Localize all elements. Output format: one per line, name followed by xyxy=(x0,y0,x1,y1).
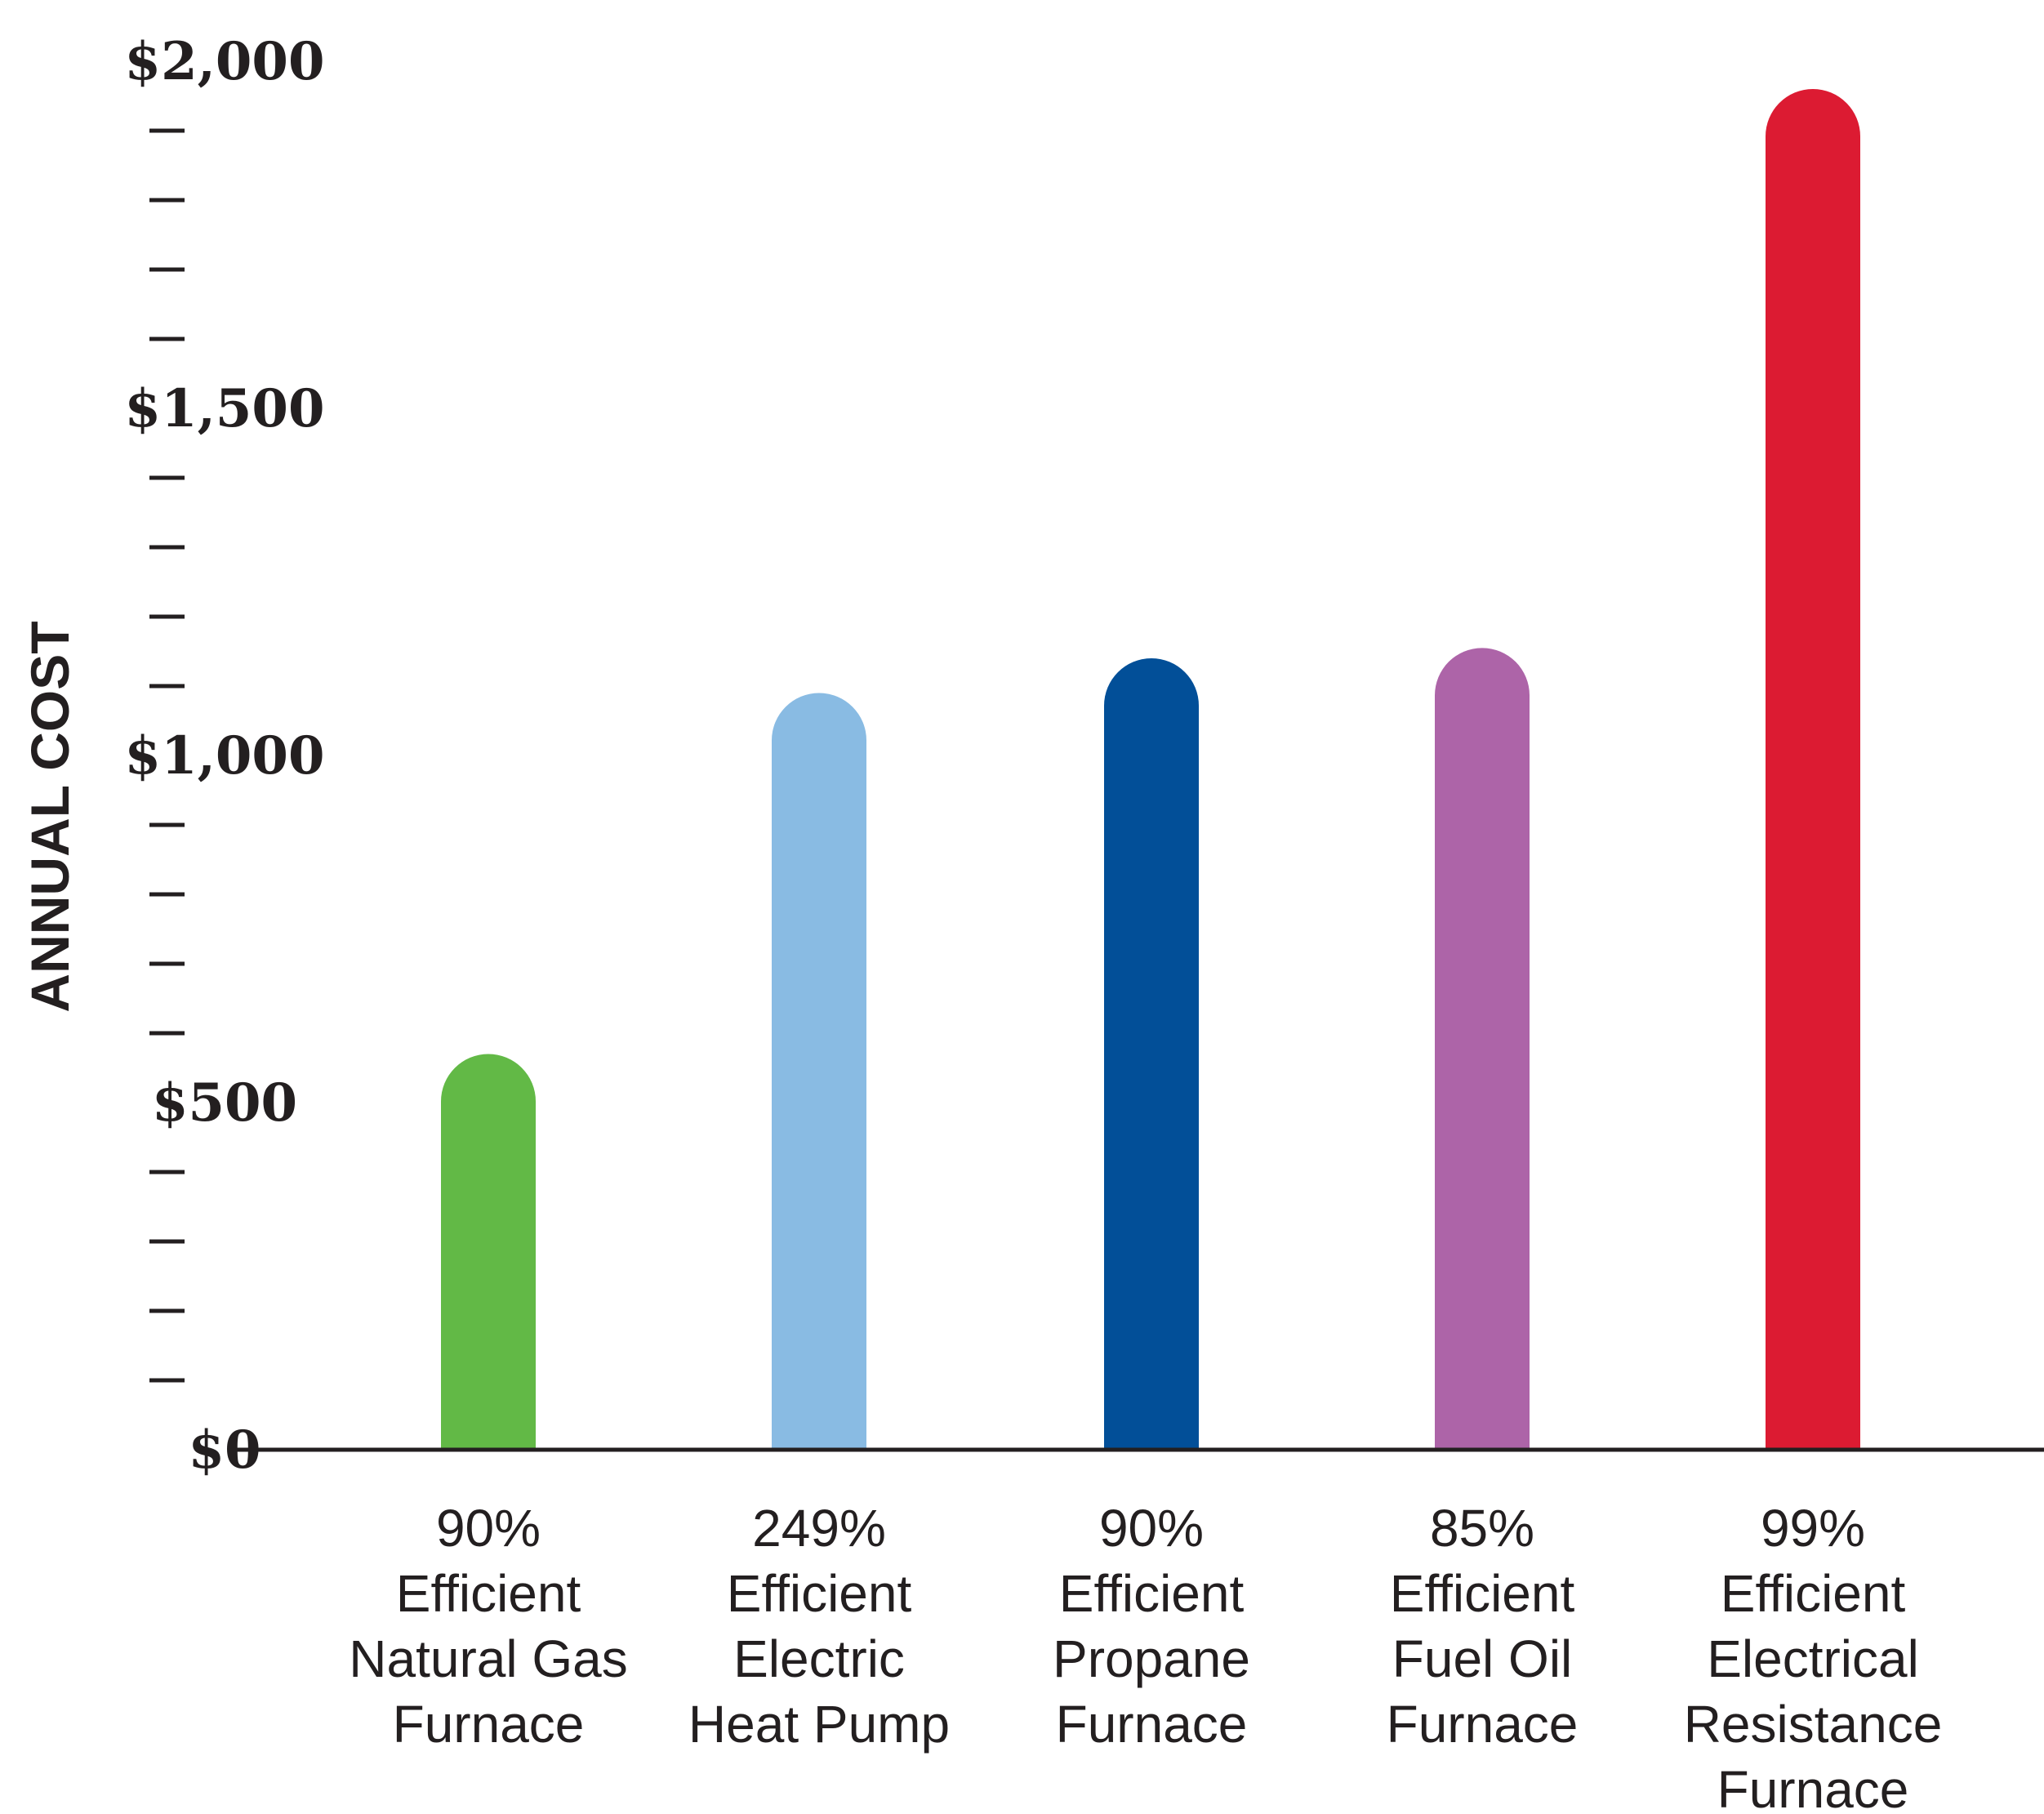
y-tick-label: $1,500 xyxy=(125,378,325,439)
x-tick-label: Electrical xyxy=(1707,1629,1919,1688)
bar xyxy=(441,1054,536,1450)
x-tick-label: Fuel Oil xyxy=(1392,1629,1573,1688)
y-tick-label: $500 xyxy=(152,1072,297,1134)
x-tick-label: Propane xyxy=(1053,1629,1250,1688)
x-tick-label: Heat Pump xyxy=(688,1695,950,1754)
x-tick-label: 85% xyxy=(1430,1499,1534,1558)
x-tick-label: Efficient xyxy=(1059,1564,1245,1623)
bar xyxy=(1766,89,1860,1450)
y-axis-label: ANNUAL COST xyxy=(20,621,80,1012)
bar xyxy=(772,693,866,1450)
x-tick-label: 249% xyxy=(752,1499,886,1558)
x-tick-label: Furnace xyxy=(1056,1695,1248,1754)
y-tick-label: $1,000 xyxy=(125,725,325,787)
x-tick-label: Furnace xyxy=(1387,1695,1579,1754)
x-tick-label: 99% xyxy=(1761,1499,1865,1558)
x-tick-label: Efficient xyxy=(1390,1564,1575,1623)
x-tick-label: Natural Gas xyxy=(349,1629,627,1688)
x-tick-label: 90% xyxy=(436,1499,541,1558)
x-tick-label: Efficient xyxy=(396,1564,581,1623)
x-tick-label: Furnace xyxy=(1717,1760,1909,1814)
x-tick-label: 90% xyxy=(1099,1499,1204,1558)
bar xyxy=(1435,648,1530,1450)
x-tick-label: Electric xyxy=(733,1629,905,1688)
x-tick-label: Efficient xyxy=(1721,1564,1906,1623)
x-tick-label: Efficient xyxy=(727,1564,912,1623)
x-tick-label: Resistance xyxy=(1684,1695,1943,1754)
x-tick-label: Furnace xyxy=(393,1695,585,1754)
y-tick-label: $2,000 xyxy=(125,31,325,92)
bar xyxy=(1104,658,1199,1450)
